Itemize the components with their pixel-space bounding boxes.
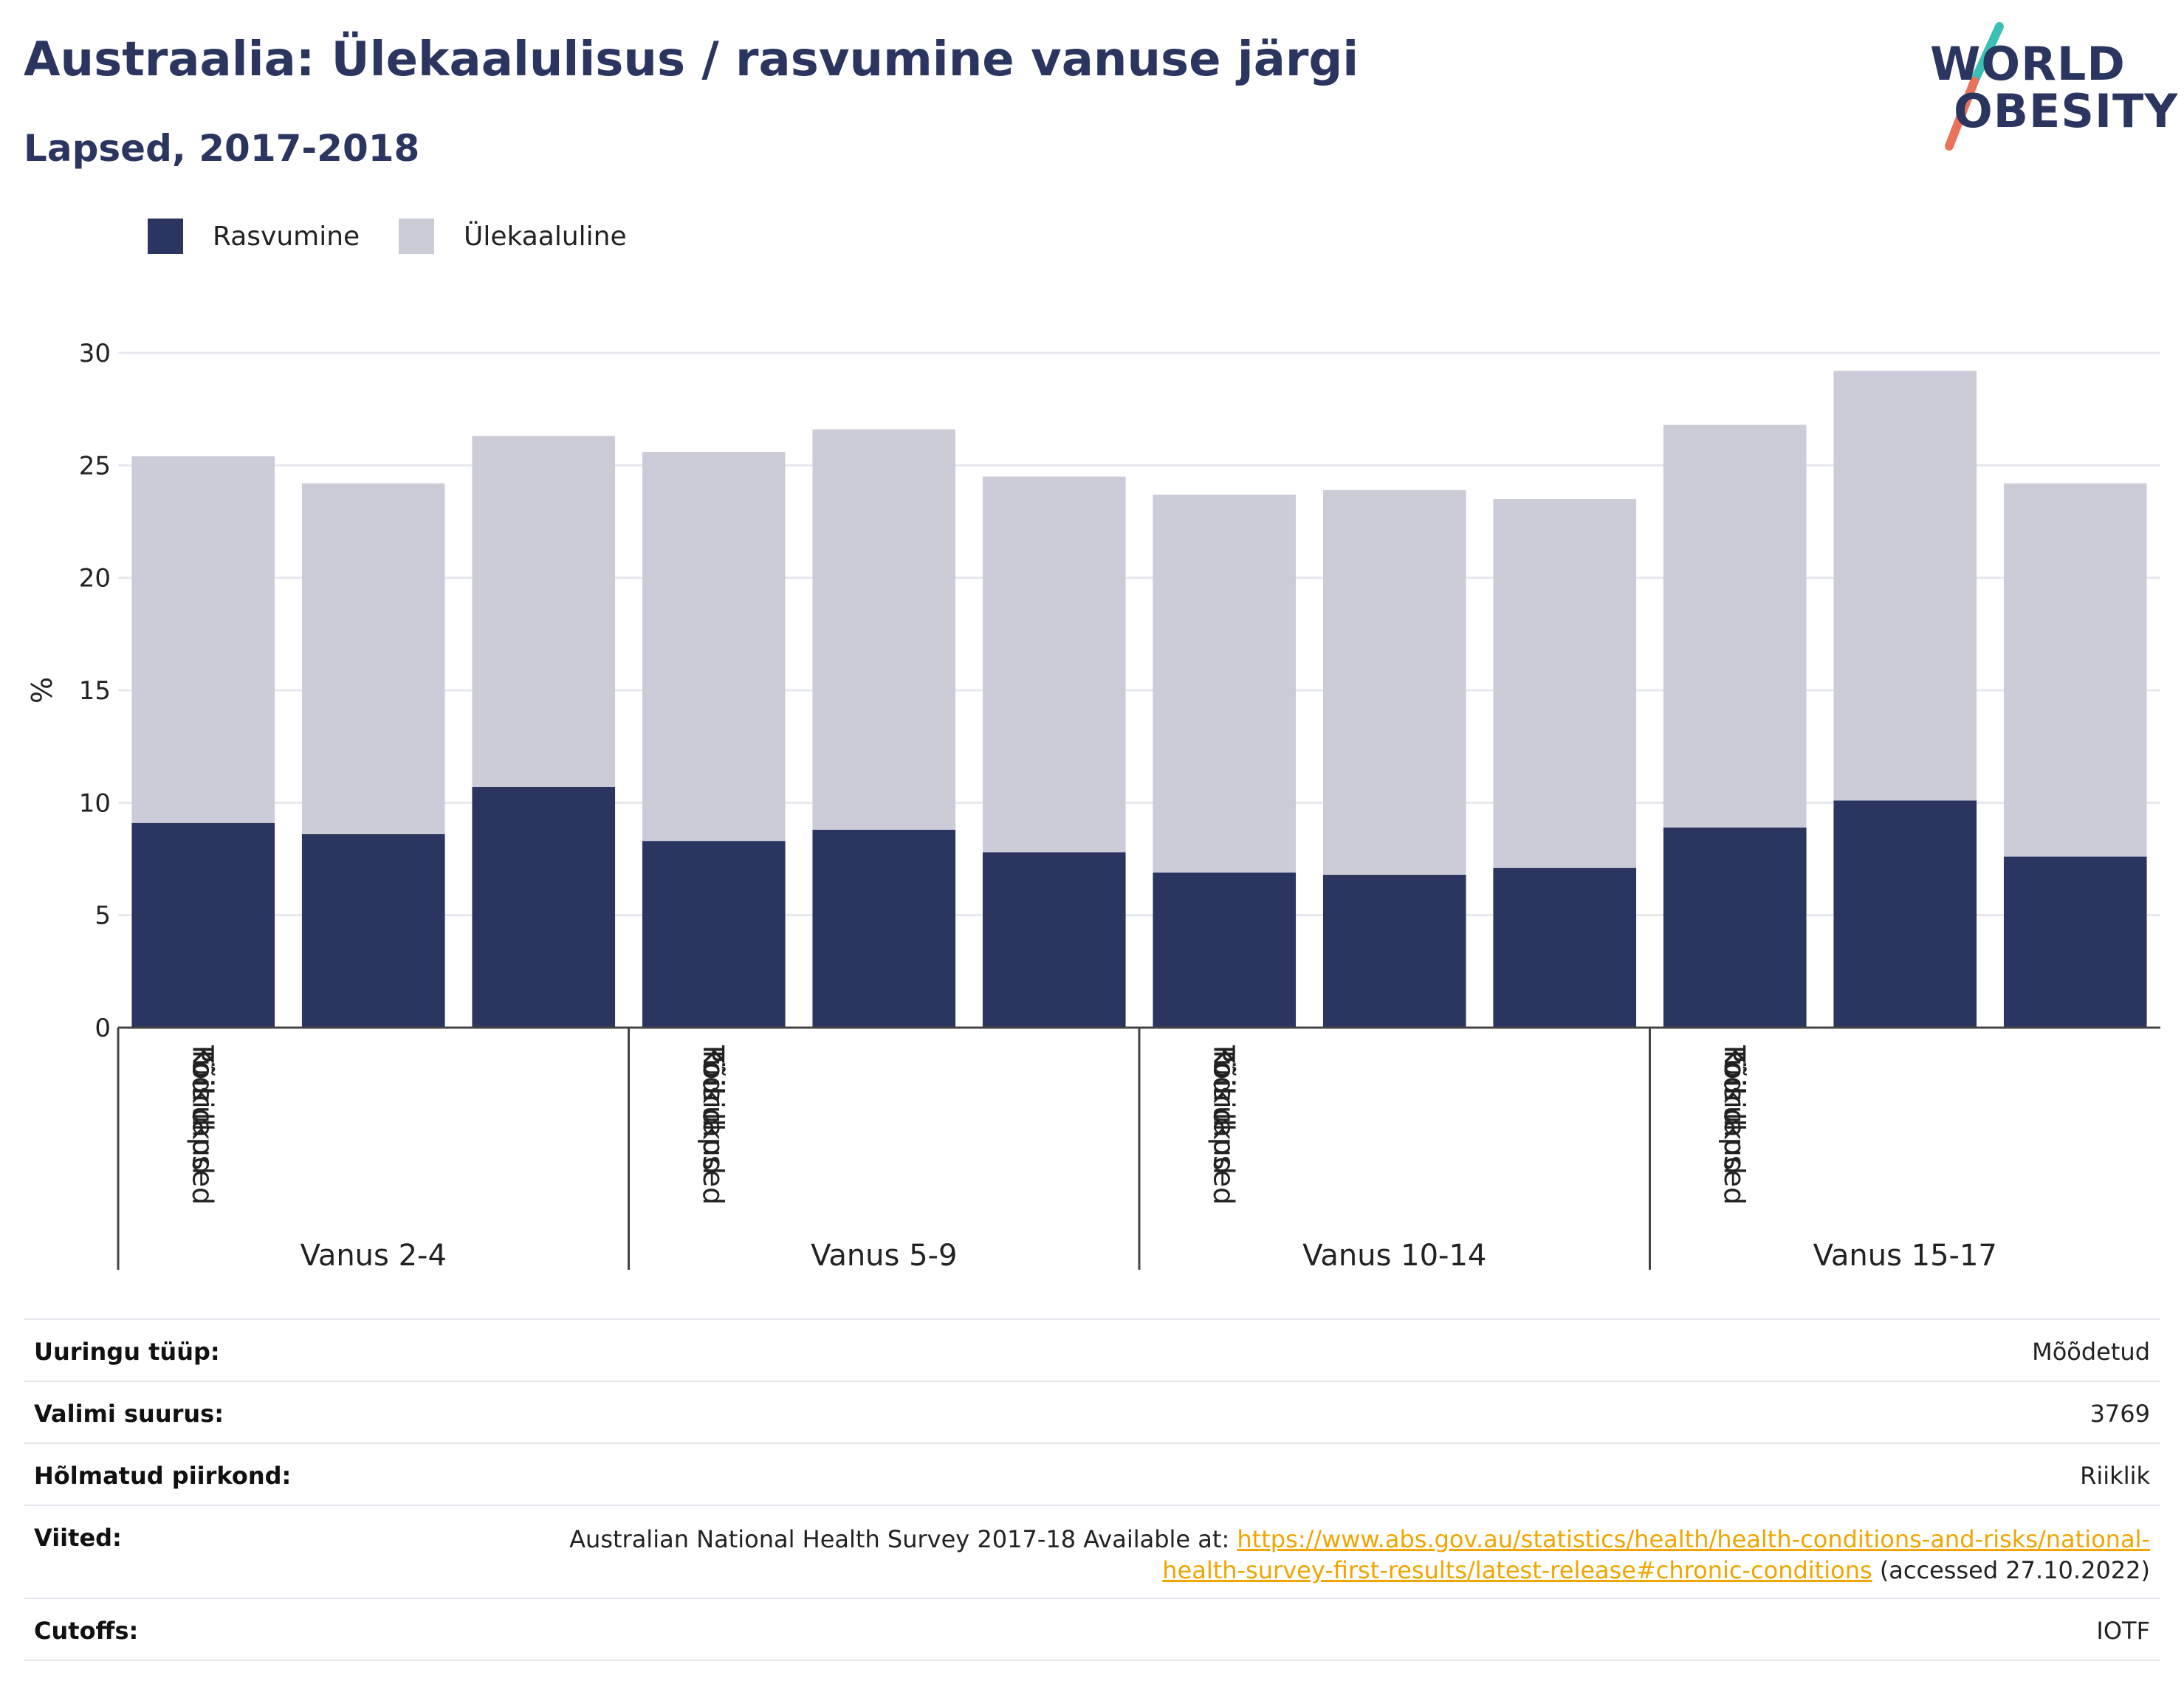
bar-obesity bbox=[982, 852, 1126, 1028]
bar-obesity bbox=[1322, 874, 1466, 1028]
bar-overweight bbox=[1322, 489, 1466, 875]
chart-subtitle: Lapsed, 2017-2018 bbox=[24, 127, 420, 170]
cutoffs-label: Cutoffs: bbox=[34, 1617, 139, 1645]
x-category-label: Tüdrukud bbox=[1207, 1045, 1240, 1175]
legend-swatch-obesity bbox=[148, 219, 183, 254]
bar-overweight bbox=[812, 429, 956, 830]
info-row-cutoffs: Cutoffs: IOTF bbox=[24, 1598, 2160, 1661]
bar-obesity bbox=[472, 787, 616, 1028]
bar-overweight bbox=[131, 456, 275, 823]
x-group-label: Vanus 5-9 bbox=[811, 1239, 957, 1273]
logo-text-obesity: OBESITY bbox=[1954, 84, 2179, 138]
y-tick-label: 5 bbox=[95, 901, 111, 931]
x-category-label: Tüdrukud bbox=[1718, 1045, 1751, 1175]
x-category-label: Poisid bbox=[1718, 1045, 1751, 1127]
bar-overweight bbox=[472, 436, 616, 788]
x-group-label: Vanus 15-17 bbox=[1813, 1239, 1997, 1273]
x-category-label: Kõik lapsed bbox=[697, 1045, 729, 1205]
bar-obesity bbox=[301, 833, 445, 1028]
x-category-label: Poisid bbox=[1207, 1045, 1240, 1127]
x-category-label: Tüdrukud bbox=[697, 1045, 729, 1175]
bar-overweight bbox=[1833, 371, 1977, 801]
bar-obesity bbox=[1493, 867, 1637, 1028]
bar-obesity bbox=[642, 841, 786, 1028]
survey-type-label: Uuringu tüüp: bbox=[34, 1338, 220, 1366]
sample-size-value: 3769 bbox=[2089, 1400, 2150, 1428]
bar-obesity bbox=[2003, 856, 2147, 1028]
x-category-label: Poisid bbox=[186, 1045, 219, 1127]
references-prefix: Australian National Health Survey 2017-1… bbox=[569, 1525, 1237, 1553]
survey-info-table: Uuringu tüüp: Mõõdetud Valimi suurus: 37… bbox=[24, 1318, 2160, 1661]
references-link[interactable]: https://www.abs.gov.au/statistics/health… bbox=[1162, 1525, 2150, 1584]
x-group-label: Vanus 10-14 bbox=[1302, 1239, 1486, 1273]
bar-overweight bbox=[1493, 499, 1637, 868]
legend-label-overweight: Ülekaaluline bbox=[464, 221, 627, 252]
references-value: Australian National Health Survey 2017-1… bbox=[526, 1524, 2150, 1586]
y-tick-label: 30 bbox=[79, 339, 111, 368]
references-label: Viited: bbox=[34, 1524, 122, 1552]
legend-swatch-overweight bbox=[399, 219, 434, 254]
info-row-survey-type: Uuringu tüüp: Mõõdetud bbox=[24, 1318, 2160, 1381]
bar-obesity bbox=[1663, 827, 1807, 1028]
x-category-label: Kõik lapsed bbox=[186, 1045, 219, 1205]
references-suffix: (accessed 27.10.2022) bbox=[1872, 1556, 2150, 1584]
chart-title: Austraalia: Ülekaalulisus / rasvumine va… bbox=[24, 32, 1359, 87]
world-obesity-logo: WORLD OBESITY bbox=[1912, 22, 2177, 155]
bar-overweight bbox=[2003, 483, 2147, 857]
area-label: Hõlmatud piirkond: bbox=[34, 1462, 292, 1490]
info-row-references: Viited: Australian National Health Surve… bbox=[24, 1505, 2160, 1598]
legend-label-obesity: Rasvumine bbox=[213, 221, 360, 252]
x-group-label: Vanus 2-4 bbox=[301, 1239, 447, 1273]
survey-type-value: Mõõdetud bbox=[2032, 1338, 2150, 1366]
y-tick-label: 0 bbox=[95, 1014, 111, 1043]
x-category-label: Tüdrukud bbox=[186, 1045, 219, 1175]
area-value: Riiklik bbox=[2080, 1462, 2150, 1490]
x-category-label: Kõik lapsed bbox=[1207, 1045, 1240, 1205]
cutoffs-value: IOTF bbox=[2096, 1617, 2150, 1645]
bar-overweight bbox=[1153, 494, 1297, 873]
y-tick-label: 20 bbox=[79, 564, 111, 594]
logo-slash-icon bbox=[1945, 22, 2004, 151]
info-row-area: Hõlmatud piirkond: Riiklik bbox=[24, 1443, 2160, 1505]
y-tick-label: 25 bbox=[79, 451, 111, 481]
sample-size-label: Valimi suurus: bbox=[34, 1400, 224, 1428]
y-tick-label: 15 bbox=[79, 676, 111, 706]
info-row-sample-size: Valimi suurus: 3769 bbox=[24, 1381, 2160, 1443]
bar-obesity bbox=[1153, 872, 1297, 1028]
bar-overweight bbox=[642, 452, 786, 842]
y-tick-label: 10 bbox=[79, 788, 111, 818]
x-category-label: Poisid bbox=[697, 1045, 729, 1127]
bar-overweight bbox=[1663, 424, 1807, 828]
x-category-label: Kõik lapsed bbox=[1718, 1045, 1751, 1205]
logo-text-world: WORLD bbox=[1930, 37, 2126, 91]
y-axis-label: % bbox=[26, 677, 58, 704]
bar-obesity bbox=[812, 829, 956, 1028]
bar-obesity bbox=[131, 822, 275, 1028]
bar-obesity bbox=[1833, 800, 1977, 1028]
bar-overweight bbox=[301, 483, 445, 834]
bar-overweight bbox=[982, 476, 1126, 853]
